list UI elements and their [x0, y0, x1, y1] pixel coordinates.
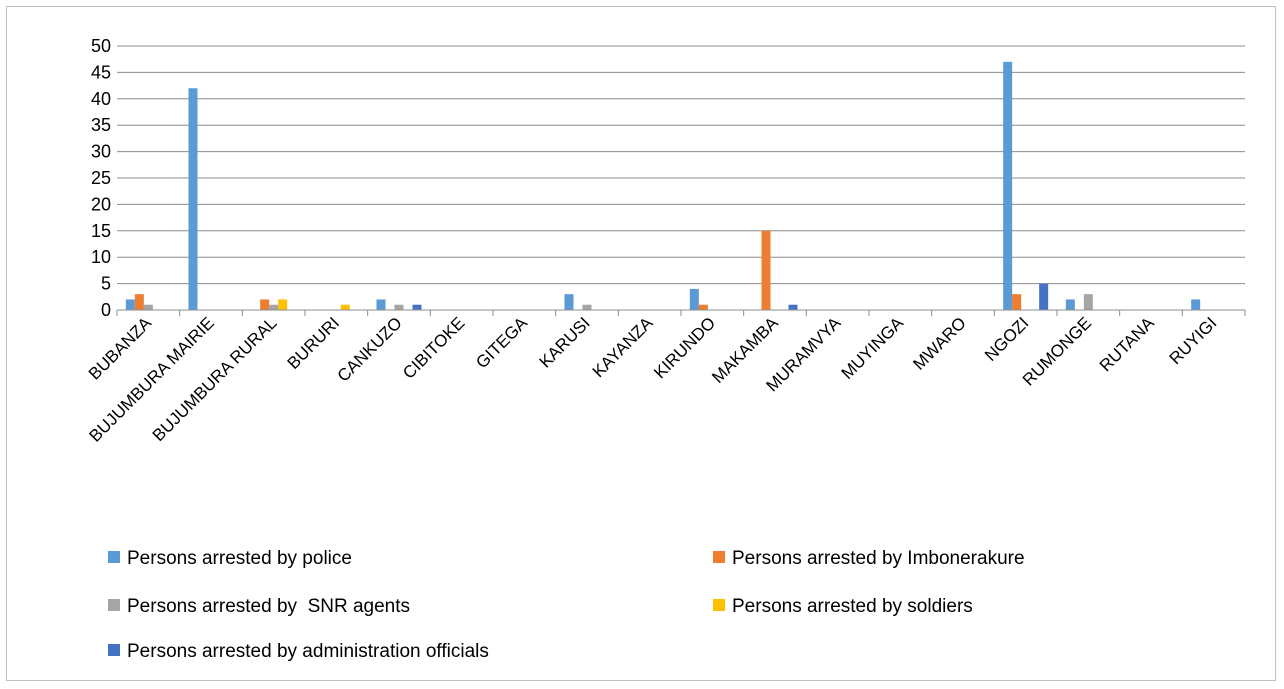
- bar: [788, 304, 798, 310]
- legend-label: Persons arrested by police: [127, 548, 352, 569]
- x-tick-label: MUYINGA: [838, 313, 908, 383]
- y-tick-label: 25: [91, 168, 111, 188]
- bar: [376, 299, 386, 310]
- legend-label: Persons arrested by SNR agents: [127, 596, 410, 617]
- y-tick-label: 45: [91, 62, 111, 82]
- y-tick-label: 20: [91, 194, 111, 214]
- legend-swatch: [713, 599, 725, 611]
- gridlines: [117, 45, 1245, 285]
- bar: [1003, 61, 1013, 311]
- bar: [394, 304, 404, 310]
- bars: [125, 61, 1201, 311]
- bar: [1039, 283, 1049, 310]
- x-tick-label: RUYIGI: [1166, 313, 1221, 368]
- x-tick-label: MWARO: [909, 313, 969, 373]
- bar: [134, 294, 144, 310]
- y-tick-label: 10: [91, 247, 111, 267]
- legend-label: Persons arrested by Imbonerakure: [732, 548, 1025, 569]
- bar: [269, 304, 279, 310]
- y-tick-label: 15: [91, 221, 111, 241]
- legend-swatch: [108, 551, 120, 563]
- bar: [188, 88, 198, 311]
- bar: [698, 304, 708, 310]
- bar: [143, 304, 153, 310]
- y-tick-label: 40: [91, 89, 111, 109]
- x-tick-label: GITEGA: [472, 313, 531, 372]
- bar: [1012, 294, 1022, 310]
- y-tick-label: 5: [101, 274, 111, 294]
- x-axis: [116, 309, 1246, 316]
- legend: Persons arrested by police Persons arrest…: [108, 548, 1025, 662]
- bar: [689, 288, 699, 310]
- legend-swatch: [108, 644, 120, 656]
- x-tick-label: KARUSI: [536, 313, 594, 371]
- legend-swatch: [713, 551, 725, 563]
- x-tick-label: BUJUMBURA RURAL: [149, 313, 281, 445]
- bar: [582, 304, 592, 310]
- bar: [278, 299, 288, 310]
- legend-label: Persons arrested by soldiers: [732, 596, 973, 617]
- y-tick-label: 30: [91, 142, 111, 162]
- y-axis-ticks: 0 5 10 15 20 25 30 35 40 45 50: [91, 36, 111, 320]
- x-tick-label: RUTANA: [1096, 313, 1158, 375]
- bar: [1083, 294, 1093, 310]
- legend-swatch: [108, 599, 120, 611]
- bar: [564, 294, 574, 310]
- x-tick-label: CANKUZO: [334, 313, 406, 385]
- bar: [1191, 299, 1201, 310]
- chart-frame: [6, 6, 1276, 681]
- bar: [340, 304, 350, 310]
- y-tick-label: 0: [101, 300, 111, 320]
- x-tick-label: CIBITOKE: [399, 313, 468, 382]
- x-tick-label: KAYANZA: [589, 313, 657, 381]
- legend-label: Persons arrested by administration offic…: [127, 641, 489, 662]
- bar: [260, 299, 270, 310]
- bar: [761, 230, 771, 310]
- bar: [125, 299, 135, 310]
- bar: [1065, 299, 1075, 310]
- x-tick-label: NGOZI: [981, 313, 1033, 365]
- y-tick-label: 50: [91, 36, 111, 56]
- x-tick-label: BURURI: [284, 313, 344, 373]
- x-tick-label: BUJUMBURA MAIRIE: [86, 313, 218, 445]
- bar: [412, 304, 422, 310]
- y-tick-label: 35: [91, 115, 111, 135]
